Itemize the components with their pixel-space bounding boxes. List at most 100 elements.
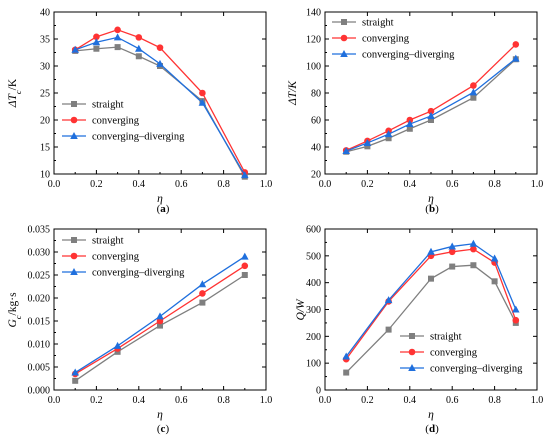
x-tick-label: 1.0 (260, 179, 273, 190)
x-tick-label: 1.0 (531, 179, 544, 190)
y-tick-label: 0.000 (28, 386, 51, 397)
x-axis-label: η (428, 193, 434, 205)
data-point (470, 82, 477, 89)
y-tick-label: 600 (306, 225, 321, 236)
x-tick-label: 0.4 (133, 395, 146, 406)
data-point (93, 45, 100, 52)
legend-label: converging (430, 348, 478, 359)
data-point (428, 117, 434, 123)
data-point (241, 252, 249, 260)
y-tick-label: 0.015 (28, 317, 51, 328)
x-axis-label: η (428, 409, 434, 421)
data-point (135, 34, 143, 41)
data-point (427, 247, 435, 255)
data-point (199, 299, 206, 306)
y-tick-label: 200 (306, 332, 321, 343)
data-point (156, 44, 164, 51)
legend-marker (340, 34, 348, 42)
chart-panel-b: 0.0 0.2 0.4 0.6 0.8 1.0 20 40 60 80 100 120 140 η ΔT/K… (287, 8, 543, 216)
x-tick-label: 0.0 (319, 395, 332, 406)
y-tick-label: 60 (311, 116, 321, 127)
data-point (93, 33, 100, 41)
data-point (406, 116, 414, 124)
data-point (449, 263, 456, 270)
y-axis-label: Q/W (295, 298, 307, 321)
legend-marker (409, 333, 415, 339)
data-point (156, 59, 164, 67)
x-tick-label: 0.6 (175, 179, 188, 190)
x-tick-label: 0.8 (217, 179, 230, 190)
series-converging-diverging (71, 33, 249, 179)
series-converging (342, 245, 520, 363)
data-point (470, 94, 477, 101)
chart-panel-d: 0.0 0.2 0.4 0.6 0.8 1.0 0 100 200 300 400 500 600 η Q/… (295, 225, 543, 436)
x-tick-label: 0.8 (488, 179, 501, 190)
x-tick-label: 0.2 (361, 395, 374, 406)
data-point (470, 262, 477, 269)
y-tick-label: 10 (40, 170, 50, 181)
legend-label: straight (362, 18, 394, 29)
y-tick-label: 40 (40, 8, 50, 19)
data-point (113, 33, 122, 41)
legend-label: converging–diverging (92, 132, 185, 143)
legend-marker (70, 252, 78, 260)
y-axis-label: ΔT/K (287, 80, 299, 106)
legend-a: straight converging converging–diverging (62, 100, 185, 143)
legend-d: straight converging converging–diverging (400, 332, 523, 375)
y-tick-label: 35 (40, 35, 50, 46)
data-point (406, 120, 414, 128)
x-tick-label: 1.0 (260, 395, 273, 406)
data-point (342, 147, 350, 155)
plot-frame-b (324, 11, 538, 175)
x-tick-label: 0.0 (48, 395, 61, 406)
data-point (241, 171, 249, 179)
data-point (491, 278, 498, 285)
y-tick-label: 100 (306, 359, 321, 370)
y-tick-label: 20 (40, 116, 50, 127)
data-point (198, 280, 207, 288)
series-converging-diverging (342, 239, 520, 360)
data-point (385, 135, 392, 142)
data-point (199, 290, 206, 297)
y-tick-label: 0 (316, 386, 321, 397)
legend-label: converging (92, 252, 140, 263)
y-axis-label: Gc/kg·s (7, 292, 23, 328)
data-point (428, 275, 434, 282)
legend-marker (70, 268, 78, 275)
series-converging (71, 26, 249, 176)
y-tick-label: 20 (311, 170, 321, 181)
y-tick-label: 500 (306, 251, 321, 262)
y-tick-label: 0.030 (28, 248, 51, 259)
legend-label: straight (92, 236, 124, 247)
x-tick-label: 0.6 (446, 179, 459, 190)
data-point (92, 38, 101, 46)
data-point (512, 305, 520, 313)
y-tick-label: 40 (311, 143, 321, 154)
legend-label: converging (362, 34, 410, 45)
x-tick-label: 0.2 (361, 179, 374, 190)
y-tick-label: 15 (40, 143, 50, 154)
data-point (448, 248, 456, 256)
legend-marker (341, 19, 347, 25)
y-tick-label: 0.020 (28, 294, 51, 305)
y-tick-label: 0.005 (28, 363, 51, 374)
series-straight (343, 262, 519, 376)
panel-caption: (d) (425, 423, 439, 435)
y-tick-label: 140 (306, 8, 321, 19)
y-tick-label: 0.010 (28, 340, 51, 351)
data-point (406, 125, 413, 132)
legend-label: converging–diverging (430, 364, 523, 375)
x-axis-label: η (157, 409, 163, 421)
y-tick-label: 0.035 (28, 225, 51, 236)
legend-label: straight (430, 332, 462, 343)
series-line (345, 58, 517, 152)
data-point (448, 242, 456, 250)
data-point (470, 245, 477, 253)
data-point (241, 272, 248, 278)
x-tick-label: 0.4 (404, 395, 417, 406)
y-tick-label: 80 (311, 89, 321, 100)
panel-caption: (c) (157, 423, 170, 435)
plot-frame-a (53, 11, 267, 175)
data-point (71, 368, 79, 376)
